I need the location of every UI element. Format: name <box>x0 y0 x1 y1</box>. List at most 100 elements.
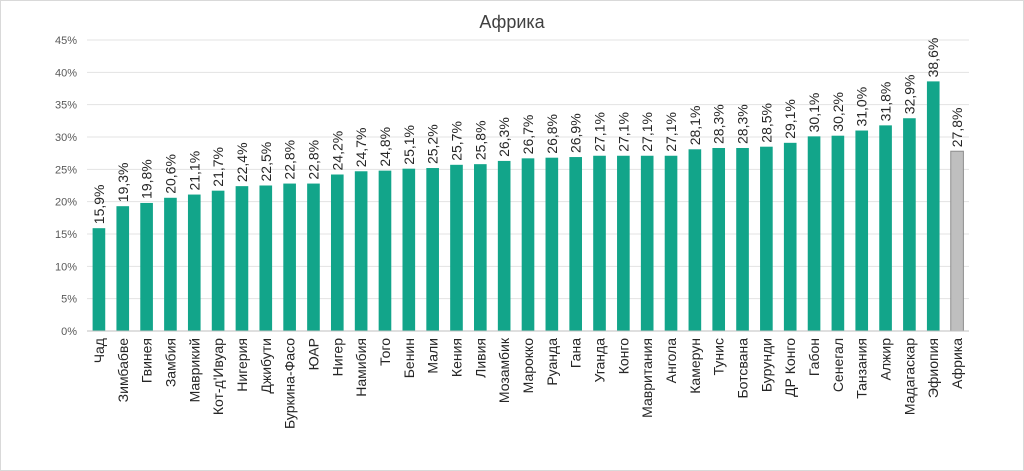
bar <box>688 149 702 331</box>
data-label: 27,1% <box>639 112 655 152</box>
x-tick-label: Марокко <box>520 338 536 394</box>
data-label: 24,7% <box>353 128 369 168</box>
bar <box>116 206 130 331</box>
data-label: 25,7% <box>448 121 464 161</box>
x-tick-label: Ботсвана <box>735 338 751 399</box>
x-tick-label: ЮАР <box>305 338 321 370</box>
data-label: 19,8% <box>139 159 155 199</box>
y-tick-label: 5% <box>61 294 77 306</box>
y-tick-label: 15% <box>55 229 77 241</box>
bar <box>521 158 535 331</box>
x-tick-label: Танзания <box>854 338 870 399</box>
x-tick-label: Чад <box>91 338 107 363</box>
x-tick-label: Мозамбик <box>496 337 512 403</box>
data-label: 24,8% <box>377 127 393 167</box>
bar <box>402 168 416 331</box>
data-label: 31,8% <box>878 82 894 122</box>
bar <box>855 130 869 331</box>
x-tick-label: Мавритания <box>639 338 655 418</box>
data-label: 22,8% <box>305 140 321 180</box>
x-tick-label: Кения <box>448 338 464 377</box>
data-label: 21,1% <box>186 151 202 191</box>
x-tick-label: Камерун <box>687 338 703 394</box>
x-tick-label: Нигер <box>329 338 345 377</box>
x-tick-label: Ангола <box>663 338 679 384</box>
y-tick-label: 25% <box>55 164 77 176</box>
data-label: 31,0% <box>854 87 870 127</box>
y-tick-label: 35% <box>55 100 77 112</box>
y-tick-label: 0% <box>61 326 77 338</box>
bar <box>640 155 654 331</box>
bar <box>92 228 106 331</box>
data-labels: 15,9% 19,3% 19,8% 20,6% 21,1% 21,7% 22,4% 22,5%… <box>91 38 965 224</box>
bars <box>92 81 964 332</box>
bar <box>259 185 273 331</box>
x-tick-label: Африка <box>949 338 965 389</box>
x-tick-label: Ливия <box>472 338 488 378</box>
x-tick-label: Сенегал <box>830 338 846 392</box>
data-label: 24,2% <box>329 131 345 171</box>
bar <box>474 164 487 331</box>
x-tick-label: Мали <box>425 338 441 374</box>
x-tick-label: Маврикий <box>186 338 202 402</box>
data-label: 27,1% <box>663 112 679 152</box>
bar <box>736 147 749 331</box>
data-label: 25,2% <box>425 124 441 164</box>
y-tick-label: 30% <box>55 132 77 144</box>
bar <box>187 194 201 331</box>
bar <box>354 171 368 331</box>
data-label: 28,1% <box>687 106 703 146</box>
bar <box>903 118 916 331</box>
x-tick-label: Кот-д'Ивуар <box>210 338 226 415</box>
data-label: 20,6% <box>162 154 178 194</box>
x-tick-label: Тунис <box>711 338 727 375</box>
data-label: 28,5% <box>758 103 774 143</box>
y-axis-ticks: 0% 5% 10% 15% 20% 25% 30% 35% 40% 45% <box>55 35 77 338</box>
x-tick-label: Того <box>377 338 393 366</box>
x-tick-label: Нигерия <box>234 338 250 392</box>
bar <box>164 197 177 331</box>
x-tick-label: Зимбабве <box>115 338 131 403</box>
data-label: 26,8% <box>544 114 560 154</box>
bar <box>712 147 726 331</box>
data-label: 27,1% <box>592 112 608 152</box>
bar <box>140 202 153 331</box>
bar <box>307 183 320 331</box>
bar <box>426 168 439 331</box>
data-label: 27,1% <box>615 112 631 152</box>
x-tick-label: Замбия <box>162 338 178 387</box>
bar <box>831 135 845 331</box>
data-label: 15,9% <box>91 184 107 224</box>
x-tick-label: Эфиопия <box>925 338 941 398</box>
data-label: 25,8% <box>472 120 488 160</box>
bar <box>235 186 249 331</box>
bar <box>664 155 678 331</box>
x-tick-label: Габон <box>806 338 822 376</box>
bar <box>950 150 964 332</box>
data-label: 32,9% <box>901 75 917 115</box>
x-tick-label: Мадагаскар <box>901 338 917 415</box>
y-tick-label: 10% <box>55 261 77 273</box>
y-tick-label: 20% <box>55 197 77 209</box>
bar <box>783 142 797 331</box>
x-tick-label: ДР Конго <box>782 338 798 397</box>
x-tick-label: Конго <box>615 338 631 374</box>
data-label: 27,8% <box>949 108 965 148</box>
data-label: 25,1% <box>401 125 417 165</box>
x-tick-label: Намибия <box>353 338 369 397</box>
x-tick-label: Буркина-Фасо <box>282 338 298 429</box>
x-tick-label: Гвинея <box>139 338 155 383</box>
bar <box>617 155 630 331</box>
data-label: 19,3% <box>115 162 131 202</box>
data-label: 30,2% <box>830 92 846 132</box>
bar <box>378 170 392 331</box>
x-tick-label: Гана <box>568 338 584 368</box>
data-label: 26,9% <box>568 113 584 153</box>
data-label: 22,4% <box>234 142 250 182</box>
bar <box>593 155 606 331</box>
data-label: 22,8% <box>282 140 298 180</box>
data-label: 22,5% <box>258 142 274 182</box>
x-tick-label: Бенин <box>401 338 417 378</box>
data-label: 30,1% <box>806 93 822 133</box>
